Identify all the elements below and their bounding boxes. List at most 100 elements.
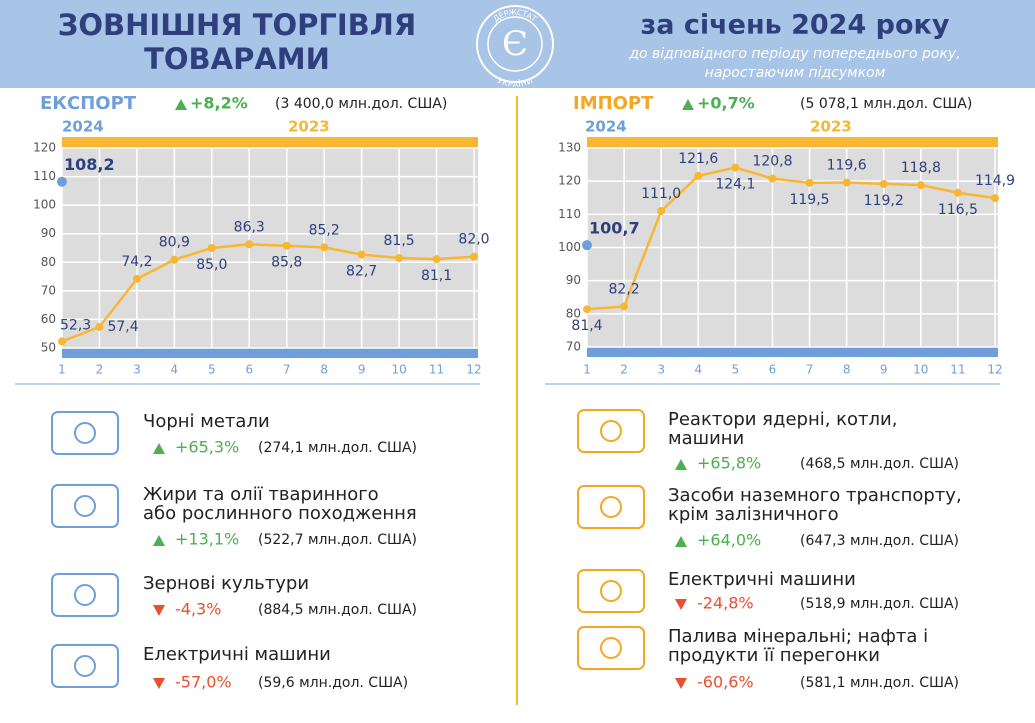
x-tick-label: 4 <box>171 363 179 377</box>
item-change: -57,0% <box>175 673 232 692</box>
item-icon <box>577 485 645 529</box>
point <box>620 302 629 311</box>
legend-label: 2024 <box>62 118 104 136</box>
band-2024 <box>62 348 478 358</box>
item-icon-detail <box>74 422 96 444</box>
total: (5 078,1 млн.дол. США) <box>800 96 972 112</box>
up-arrow <box>153 443 165 454</box>
value-label: 114,9 <box>975 173 1015 189</box>
value-label: 82,2 <box>609 282 640 298</box>
x-tick-label: 5 <box>732 363 740 377</box>
point <box>207 244 216 252</box>
y-tick-label: 110 <box>558 207 581 221</box>
x-tick-label: 8 <box>843 363 851 377</box>
value-label: 119,2 <box>864 193 904 209</box>
point <box>991 194 999 203</box>
item-amount: (468,5 млн.дол. США) <box>800 456 959 472</box>
item-icon-detail <box>74 495 96 517</box>
point <box>170 255 179 264</box>
y-tick-label: 120 <box>558 174 581 188</box>
point <box>583 305 591 314</box>
series-line <box>61 243 475 343</box>
title: ТОВАРАМИ <box>144 42 330 76</box>
item-name: Жири та олії тваринного <box>143 484 379 505</box>
value-label: 119,6 <box>827 157 867 173</box>
value-label: 121,6 <box>678 151 718 167</box>
value-label: 111,0 <box>641 186 681 202</box>
x-tick-label: 6 <box>245 363 253 377</box>
item-icon <box>51 411 119 455</box>
item-name: Засоби наземного транспорту, <box>668 485 962 506</box>
x-tick-label: 1 <box>58 363 66 377</box>
point-2024 <box>57 176 67 187</box>
item-name: або рослинного походження <box>143 503 417 524</box>
item-change: +65,8% <box>697 454 761 473</box>
value-label: 81,1 <box>421 268 452 284</box>
up-arrow <box>675 536 687 547</box>
item-name: Реактори ядерні, котли, <box>668 409 897 430</box>
item-icon-detail <box>600 580 622 602</box>
legend-label: 2023 <box>810 118 852 136</box>
value-label-2024: 108,2 <box>64 155 115 174</box>
plot-area <box>62 148 478 348</box>
y-tick-label: 70 <box>41 283 56 297</box>
x-tick-label: 12 <box>466 363 481 377</box>
item-name: машини <box>668 428 744 449</box>
x-tick-label: 4 <box>694 363 702 377</box>
item-icon <box>51 573 119 617</box>
item-icon-detail <box>600 496 622 518</box>
value-label: 85,2 <box>309 222 340 238</box>
value-label: 119,5 <box>789 192 829 208</box>
value-label: 86,3 <box>234 219 265 235</box>
point-2024 <box>582 240 592 251</box>
x-tick-label: 7 <box>806 363 814 377</box>
y-tick-label: 90 <box>41 226 56 240</box>
value-label: 124,1 <box>715 177 755 193</box>
period: за січень 2024 року <box>641 10 950 41</box>
item-change: +64,0% <box>697 531 761 550</box>
value-label: 85,0 <box>196 257 227 273</box>
point <box>320 243 329 252</box>
point <box>805 178 814 187</box>
x-tick-label: 5 <box>208 363 216 377</box>
total: (3 400,0 млн.дол. США) <box>275 96 447 112</box>
x-tick-label: 3 <box>133 363 141 377</box>
item-icon <box>577 409 645 453</box>
logo <box>476 5 554 83</box>
note: наростаючим підсумком <box>705 65 886 81</box>
x-tick-label: 2 <box>96 363 104 377</box>
value-label: 85,8 <box>271 255 302 271</box>
x-tick-label: 12 <box>987 363 1002 377</box>
chart-title: ЕКСПОРТ <box>40 93 137 114</box>
y-tick-label: 110 <box>33 169 56 183</box>
item-name: Зернові культури <box>143 573 309 594</box>
change: +8,2% <box>190 94 248 113</box>
item-icon <box>51 644 119 688</box>
x-tick-label: 8 <box>320 363 328 377</box>
x-tick-label: 10 <box>391 363 406 377</box>
band-2024 <box>587 347 998 357</box>
item-icon <box>577 569 645 613</box>
value-label: 74,2 <box>121 254 152 270</box>
y-tick-label: 130 <box>558 141 581 155</box>
item-icon-detail <box>600 420 622 442</box>
header-band <box>0 0 1035 88</box>
value-label: 57,4 <box>107 319 138 335</box>
item-icon-detail <box>74 655 96 677</box>
down-arrow <box>153 678 165 689</box>
up-arrow <box>675 459 687 470</box>
item-amount: (522,7 млн.дол. США) <box>258 532 417 548</box>
item-name: Електричні машини <box>143 644 331 665</box>
value-label: 82,0 <box>458 232 489 248</box>
item-amount: (581,1 млн.дол. США) <box>800 675 959 691</box>
point <box>657 207 666 216</box>
band-2023 <box>62 137 478 148</box>
y-tick-label: 80 <box>566 306 581 320</box>
item-amount: (59,6 млн.дол. США) <box>258 675 408 691</box>
point <box>768 174 777 183</box>
x-tick-label: 3 <box>657 363 665 377</box>
item-amount: (647,3 млн.дол. США) <box>800 533 959 549</box>
x-tick-label: 10 <box>913 363 928 377</box>
item-change: -24,8% <box>697 594 754 613</box>
